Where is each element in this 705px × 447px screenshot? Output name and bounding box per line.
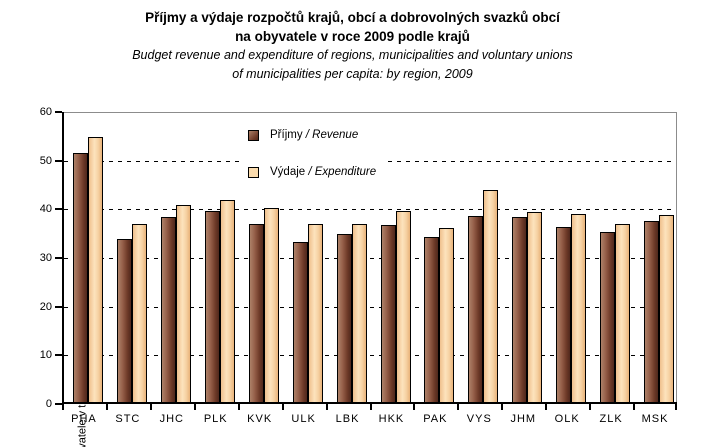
x-tick-13 [633, 404, 635, 410]
bar-expenditure-MSK [659, 215, 675, 404]
x-tick-14 [675, 404, 677, 410]
bar-expenditure-HKK [395, 211, 411, 404]
gridline-10 [64, 355, 676, 357]
y-tick-30 [55, 257, 62, 259]
y-tick-10 [55, 354, 62, 357]
y-tick-label-30: 30 [39, 252, 52, 264]
x-label-VYS: VYS [466, 413, 492, 425]
legend-label-expenditure: Výdaje / Expenditure [270, 166, 377, 178]
y-tick-label-40: 40 [39, 203, 52, 216]
legend-swatch-expenditure-icon [248, 166, 259, 178]
bar-revenue-MSK [644, 220, 660, 404]
y-tick-label-20: 20 [39, 300, 52, 313]
x-tick-1 [106, 404, 108, 410]
y-tick-label-0: 0 [45, 398, 52, 410]
bar-revenue-HKK [380, 225, 396, 404]
bar-expenditure-STC [131, 223, 147, 404]
legend: Příjmy / Revenue Výdaje / Expenditure [242, 122, 387, 187]
bar-expenditure-KVK [263, 208, 279, 404]
y-axis-line [62, 112, 64, 404]
x-tick-4 [238, 404, 240, 410]
y-tick-label-60: 60 [39, 106, 52, 118]
x-label-PAK: PAK [423, 413, 448, 425]
bar-revenue-ZLK [600, 232, 616, 404]
bar-revenue-ULK [292, 241, 308, 404]
bar-expenditure-JHM [527, 211, 543, 404]
x-tick-3 [194, 404, 196, 410]
y-tick-label-10: 10 [39, 349, 52, 362]
y-tick-20 [55, 305, 62, 308]
x-label-JHC: JHC [159, 413, 184, 425]
gridline-20 [64, 306, 676, 308]
x-label-OLK: OLK [554, 413, 580, 425]
x-label-JHM: JHM [510, 413, 537, 425]
y-tick-0 [55, 403, 62, 405]
x-label-MSK: MSK [641, 413, 669, 425]
bar-expenditure-ULK [307, 223, 323, 404]
chart-title-line1: Příjmy a výdaje rozpočtů krajů, obcí a d… [145, 10, 560, 25]
legend-item-revenue: Příjmy / Revenue [248, 126, 376, 144]
bar-revenue-KVK [248, 224, 264, 404]
chart-title-line2: na obyvatele v roce 2009 podle krajů [235, 29, 470, 44]
bar-revenue-JHC [160, 217, 176, 404]
bar-expenditure-VYS [483, 189, 499, 404]
bar-expenditure-PAK [439, 227, 455, 404]
bar-revenue-PLK [204, 211, 220, 404]
plot-border-right [676, 112, 677, 404]
gridline-30 [64, 258, 676, 259]
y-tick-50 [55, 159, 62, 162]
y-tick-40 [55, 208, 62, 211]
x-axis-line [62, 402, 677, 404]
x-label-ULK: ULK [291, 413, 316, 425]
x-tick-0 [62, 404, 64, 410]
bar-expenditure-PLK [219, 200, 235, 404]
legend-label-revenue: Příjmy / Revenue [270, 129, 359, 141]
bar-expenditure-OLK [571, 214, 587, 404]
chart-subtitle-line1: Budget revenue and expenditure of region… [132, 48, 573, 62]
x-label-KVK: KVK [247, 413, 273, 425]
bar-revenue-LBK [336, 234, 352, 404]
chart-subtitle-line2: of municipalities per capita: by region,… [232, 67, 473, 81]
x-label-LBK: LBK [335, 413, 360, 425]
bar-revenue-STC [116, 239, 132, 404]
x-label-STC: STC [115, 413, 141, 425]
x-label-PHA: PHA [71, 413, 97, 425]
x-tick-9 [457, 404, 459, 410]
x-tick-5 [282, 404, 284, 410]
bar-expenditure-LBK [351, 224, 367, 404]
y-tick-60 [55, 111, 62, 113]
x-tick-8 [413, 404, 415, 410]
bar-expenditure-ZLK [615, 224, 631, 404]
bar-expenditure-PHA [88, 137, 103, 404]
y-tick-label-50: 50 [39, 154, 52, 167]
bar-revenue-OLK [556, 227, 572, 404]
x-label-HKK: HKK [378, 413, 405, 425]
x-label-PLK: PLK [203, 413, 228, 425]
x-tick-12 [589, 404, 591, 410]
gridline-40 [64, 209, 676, 211]
bar-revenue-JHM [512, 217, 528, 404]
x-label-ZLK: ZLK [599, 413, 623, 425]
x-tick-11 [545, 404, 547, 410]
legend-swatch-revenue-icon [248, 129, 259, 141]
x-tick-7 [370, 404, 372, 410]
plot-border-top [62, 112, 677, 113]
chart-title-block: Příjmy a výdaje rozpočtů krajů, obcí a d… [0, 8, 705, 84]
bar-expenditure-JHC [175, 204, 191, 404]
x-tick-10 [501, 404, 503, 410]
bar-revenue-VYS [468, 216, 484, 404]
bar-revenue-PHA [73, 153, 88, 404]
legend-item-expenditure: Výdaje / Expenditure [248, 163, 376, 181]
bar-revenue-PAK [424, 237, 440, 404]
x-tick-6 [326, 404, 328, 410]
plot-area: na obyvatele v tis. Kč / per capita, CZK… [40, 106, 677, 447]
x-tick-2 [150, 404, 152, 410]
